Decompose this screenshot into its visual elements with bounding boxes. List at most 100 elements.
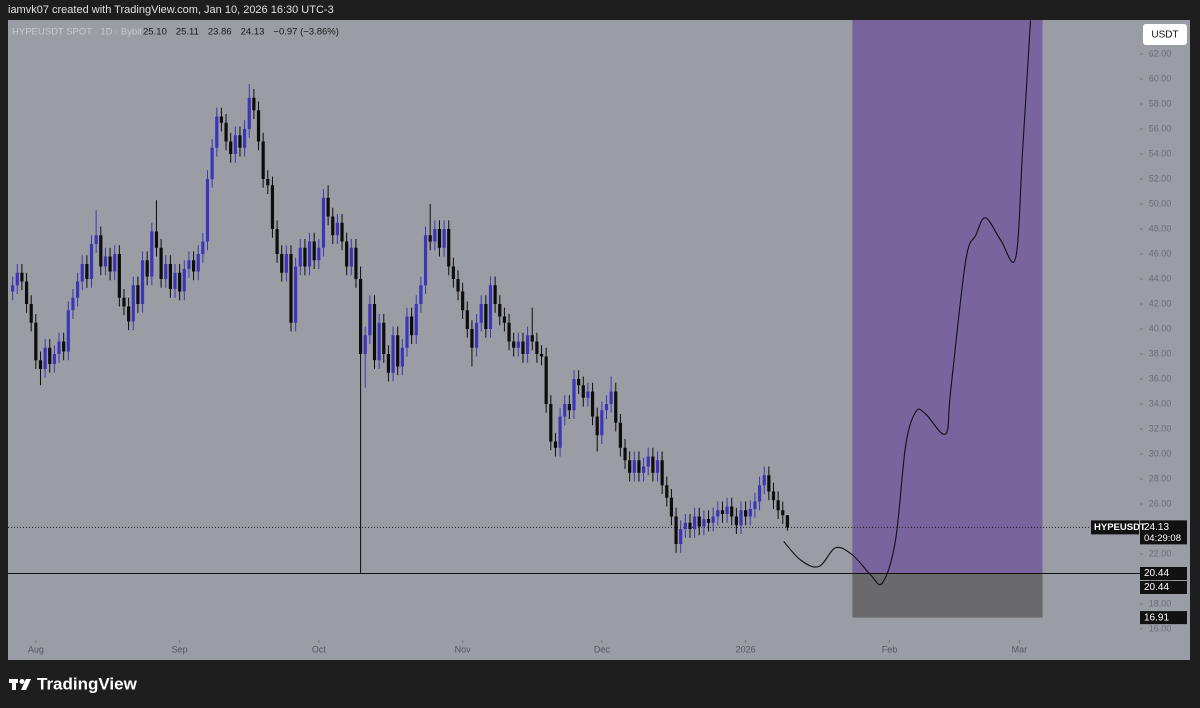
candle-body	[757, 485, 762, 502]
candle-body	[372, 304, 377, 361]
candle-body	[150, 231, 154, 277]
candle-body	[502, 316, 507, 323]
candle-body	[386, 354, 391, 373]
candle-body	[243, 129, 247, 148]
candle-body	[744, 510, 748, 517]
candle-body	[270, 185, 275, 229]
candle-body	[400, 347, 404, 367]
target-zone	[852, 20, 1043, 574]
y-tick-label: 60.00	[1149, 73, 1172, 83]
countdown: 04:29:08	[1144, 533, 1181, 544]
candle-body	[530, 335, 534, 342]
candle-body	[618, 422, 622, 448]
candle-body	[641, 466, 646, 473]
candle-body	[168, 264, 172, 289]
candle-body	[349, 247, 353, 267]
candle-body	[776, 500, 780, 511]
logo-mark	[19, 679, 25, 684]
candle-body	[294, 266, 298, 323]
candle-body	[771, 491, 776, 501]
candle-body	[628, 460, 632, 473]
symbol-label: HYPEUSDT	[1094, 522, 1146, 533]
x-tick-label: 2026	[736, 644, 756, 654]
legend-value: 23.86	[208, 27, 232, 38]
candle-body	[182, 269, 186, 292]
y-tick-label: 28.00	[1149, 473, 1172, 483]
price-label-box	[1140, 611, 1187, 625]
candle-body	[498, 304, 502, 317]
candle-body	[646, 456, 650, 467]
candle-body	[108, 256, 112, 272]
candle-body	[637, 460, 641, 473]
candle-body	[437, 229, 442, 248]
candle-body	[29, 304, 33, 323]
candle-body	[52, 354, 56, 364]
candle-body	[238, 135, 242, 148]
candle-body	[781, 510, 785, 516]
candle-body	[196, 254, 200, 272]
candle-body	[15, 272, 19, 286]
y-tick-label: 34.00	[1149, 398, 1172, 408]
candle-body	[280, 254, 284, 273]
legend-value: 24.13	[241, 27, 265, 38]
candle-body	[340, 222, 344, 242]
candle-body	[581, 385, 585, 398]
symbol-label-box	[1091, 520, 1139, 535]
candle-body	[697, 516, 701, 527]
y-tick-label: 26.00	[1149, 498, 1172, 508]
candle-body	[419, 285, 423, 304]
candle-body	[716, 510, 720, 517]
candle-body	[312, 241, 316, 261]
candle-body	[85, 264, 89, 279]
y-tick-label: 18.00	[1149, 598, 1172, 608]
candle-body	[614, 391, 618, 423]
candle-body	[66, 310, 70, 352]
candle-body	[187, 260, 191, 269]
candle-body	[725, 506, 729, 514]
candle-body	[405, 316, 409, 348]
candle-body	[178, 272, 182, 292]
candle-body	[38, 360, 43, 369]
candle-body	[113, 254, 117, 272]
candle-body	[331, 216, 335, 236]
candle-body	[762, 475, 766, 486]
candle-body	[284, 254, 288, 273]
y-tick-label: 50.00	[1149, 198, 1172, 208]
candle-body	[229, 141, 233, 154]
candle-body	[326, 197, 330, 217]
candle-body	[428, 235, 432, 242]
candle-body	[414, 304, 418, 336]
logo-mark	[12, 679, 16, 690]
candle-body	[145, 260, 149, 277]
currency-button[interactable]	[1143, 24, 1187, 45]
candle-body	[382, 322, 386, 354]
candle-body	[516, 341, 520, 348]
candle-body	[20, 272, 24, 282]
candle-body	[512, 341, 516, 348]
candle-body	[201, 241, 205, 254]
candle-body	[451, 266, 455, 279]
candle-body	[99, 235, 103, 267]
candle-body	[71, 297, 75, 311]
candle-body	[307, 241, 312, 267]
candle-body	[470, 329, 474, 348]
candle-body	[604, 404, 609, 411]
price-label: 20.44	[1144, 568, 1169, 579]
candle-body	[665, 485, 669, 498]
candle-body	[210, 147, 214, 179]
symbol: HYPEUSDT SPOT · 1D · Bybit	[12, 27, 142, 38]
candle-body	[261, 141, 265, 179]
candle-body	[11, 285, 15, 292]
candle-body	[567, 404, 571, 411]
candle-body	[136, 285, 140, 304]
candle-body	[80, 264, 84, 282]
candle-body	[595, 416, 599, 436]
candle-body	[24, 281, 29, 304]
candle-body	[298, 247, 302, 267]
candle-body	[739, 510, 743, 526]
candle-body	[89, 244, 94, 279]
candle-body	[632, 460, 636, 473]
candle-body	[539, 354, 544, 357]
y-tick-label: 48.00	[1149, 223, 1172, 233]
candle-body	[345, 241, 349, 267]
